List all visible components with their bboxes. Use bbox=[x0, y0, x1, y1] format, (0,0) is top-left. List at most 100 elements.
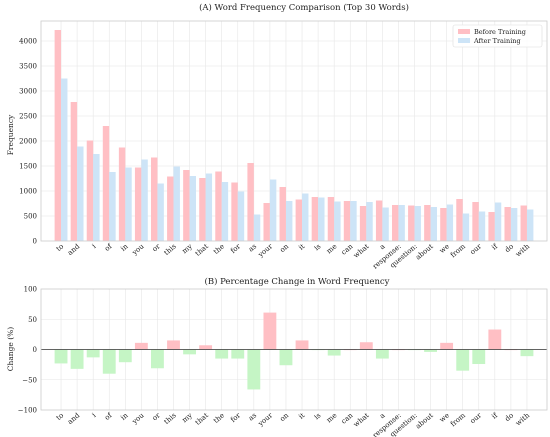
y-tick-label: 2000 bbox=[19, 138, 37, 146]
panel-b-title: (B) Percentage Change in Word Frequency bbox=[205, 276, 390, 287]
x-tick-label: or bbox=[151, 411, 162, 422]
x-tick-label: in bbox=[119, 242, 130, 253]
bar-before-question bbox=[408, 205, 415, 241]
bar-before-your bbox=[263, 203, 270, 241]
bar-after-if bbox=[494, 202, 502, 241]
x-tick-label: my bbox=[181, 242, 194, 255]
panel-a: (A) Word Frequency Comparison (Top 30 Wo… bbox=[6, 2, 548, 271]
x-tick-label: if bbox=[490, 411, 500, 421]
bar-after-what bbox=[366, 202, 373, 241]
x-tick-label: it bbox=[297, 411, 306, 420]
panel-a-title: (A) Word Frequency Comparison (Top 30 Wo… bbox=[199, 2, 409, 13]
bar-after-response bbox=[398, 205, 405, 241]
x-tick-label: you bbox=[130, 242, 146, 257]
panel-a-frame bbox=[40, 20, 548, 242]
x-tick-label: this bbox=[163, 411, 179, 426]
legend: Before Training After Training bbox=[452, 24, 543, 48]
bar-after-and bbox=[77, 146, 84, 241]
x-tick-label: on bbox=[278, 242, 290, 254]
change-bar-that bbox=[199, 345, 213, 350]
change-bar-our bbox=[472, 349, 486, 365]
y-tick-label: 100 bbox=[24, 286, 37, 294]
x-tick-label: is bbox=[313, 242, 323, 252]
change-bar-or bbox=[151, 349, 164, 369]
change-bar-to bbox=[54, 349, 68, 364]
x-tick-label: what bbox=[352, 411, 371, 428]
panel-b-ylabel: Change (%) bbox=[6, 327, 15, 372]
bar-before-or bbox=[151, 157, 158, 241]
x-tick-label: a bbox=[378, 411, 386, 420]
bar-before-can bbox=[343, 201, 351, 241]
bar-after-it bbox=[302, 193, 309, 241]
panel-b: (B) Percentage Change in Word Frequency … bbox=[6, 276, 548, 437]
x-tick-label: for bbox=[229, 242, 242, 255]
bar-before-you bbox=[134, 167, 142, 241]
x-tick-label: my bbox=[181, 411, 194, 424]
bar-before-in bbox=[118, 147, 126, 241]
legend-swatch-after bbox=[458, 38, 470, 43]
change-bar-i bbox=[86, 349, 100, 358]
y-tick-label: 3500 bbox=[19, 63, 37, 71]
bar-after-from bbox=[462, 213, 470, 241]
bar-after-that bbox=[205, 173, 213, 241]
bar-after-me bbox=[334, 201, 341, 241]
x-tick-label: what bbox=[352, 242, 371, 259]
x-tick-label: about bbox=[414, 411, 435, 430]
x-tick-label: as bbox=[247, 242, 258, 253]
change-bar-your bbox=[263, 312, 277, 350]
x-tick-label: about bbox=[414, 242, 435, 261]
bar-before-from bbox=[456, 199, 463, 241]
x-tick-label: that bbox=[194, 411, 210, 426]
bar-before-with bbox=[520, 205, 527, 241]
x-tick-label: do bbox=[503, 411, 515, 423]
x-tick-label: of bbox=[103, 411, 114, 422]
change-bar-in bbox=[118, 349, 132, 363]
x-tick-label: on bbox=[278, 411, 290, 423]
y-tick-label: 0 bbox=[33, 238, 37, 246]
x-tick-label: in bbox=[119, 411, 130, 422]
bar-before-if bbox=[488, 212, 495, 241]
bar-before-that bbox=[199, 178, 206, 241]
change-bar-about bbox=[424, 349, 437, 352]
bar-before-for bbox=[231, 182, 238, 241]
bar-after-i bbox=[93, 154, 100, 241]
bar-after-this bbox=[173, 166, 180, 241]
bar-after-your bbox=[269, 179, 277, 241]
bar-after-do bbox=[510, 208, 518, 241]
legend-label-before: Before Training bbox=[474, 28, 526, 36]
x-tick-label: or bbox=[151, 242, 162, 253]
bar-before-about bbox=[424, 205, 431, 241]
change-bar-as bbox=[247, 349, 261, 390]
y-tick-label: 1500 bbox=[19, 163, 37, 171]
change-bar-what bbox=[359, 342, 373, 350]
x-tick-label: the bbox=[212, 411, 226, 425]
x-tick-label: your bbox=[256, 411, 275, 428]
x-tick-label: for bbox=[229, 411, 242, 424]
bar-before-our bbox=[472, 202, 479, 241]
bar-after-of bbox=[109, 172, 116, 241]
panel-a-ylabel: Frequency bbox=[6, 114, 15, 155]
bar-after-with bbox=[526, 209, 534, 241]
change-bar-and bbox=[70, 349, 84, 369]
change-bar-of bbox=[102, 349, 116, 374]
y-tick-label: 1000 bbox=[19, 188, 37, 196]
x-tick-label: to bbox=[55, 242, 66, 253]
bar-before-of bbox=[102, 126, 110, 241]
bar-before-do bbox=[504, 207, 511, 241]
bar-before-it bbox=[295, 199, 303, 241]
x-tick-label: this bbox=[163, 242, 179, 257]
x-tick-label: of bbox=[103, 242, 114, 253]
change-bar-we bbox=[440, 342, 454, 350]
y-tick-label: 50 bbox=[28, 316, 37, 324]
bar-after-about bbox=[430, 207, 437, 241]
legend-label-after: After Training bbox=[473, 37, 521, 45]
change-bar-on bbox=[279, 349, 293, 366]
bar-after-to bbox=[61, 78, 68, 241]
x-tick-label: i bbox=[91, 242, 98, 250]
bar-before-as bbox=[247, 163, 254, 241]
x-tick-label: a bbox=[378, 242, 386, 251]
x-tick-label: to bbox=[55, 411, 66, 422]
x-tick-label: your bbox=[256, 242, 275, 259]
x-tick-label: from bbox=[449, 242, 467, 259]
x-tick-label: with bbox=[514, 411, 531, 427]
